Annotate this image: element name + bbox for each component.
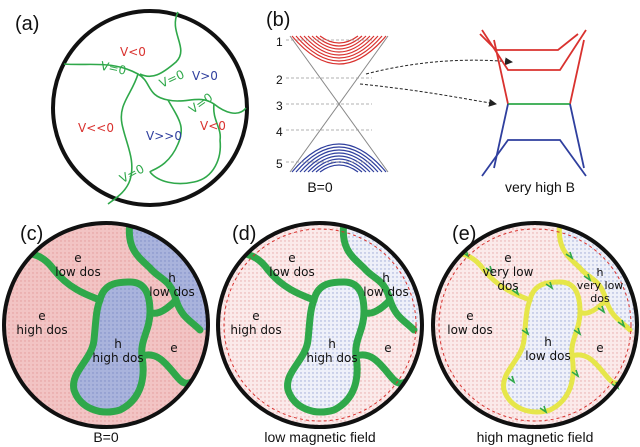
region-type: e [504,251,511,265]
region-dos: high dos [306,351,357,365]
region-dos: low dos [269,265,315,279]
region-dos: low dos [525,349,571,363]
panel-a-circle [51,9,249,207]
region-dos: low dos [363,285,409,299]
level-number: 3 [276,99,283,113]
region-dos: very low [483,265,534,279]
panel-d-circle [216,221,424,429]
region-type: h [168,271,176,285]
region-label: V<0 [200,119,226,133]
caption-b-zero: B=0 [307,179,333,195]
edge-state-ring [438,228,632,422]
edge-state-ring [223,228,417,422]
region-type: h [328,337,336,351]
panel-d-label: (d) [232,223,256,245]
region-label: V>0 [192,69,218,83]
region-dos: high dos [230,323,281,337]
level-number: 4 [276,125,283,139]
panel-c: (c) e low dos h low dos e high dos h hig… [2,221,210,445]
region-type: e [252,309,259,323]
region-dos: dos [497,279,518,293]
panel-b: (b) [266,9,587,195]
landau-levels [479,29,587,177]
region-type: e [288,251,295,265]
region-type: e [170,341,177,355]
region-type: e [596,341,603,355]
panel-e-circle [431,221,639,429]
panel-e: (e) e very low dos h very low d [431,221,639,445]
region-type: e [74,251,81,265]
conduction-levels [291,35,387,65]
edge-arrows [461,249,626,414]
region-dos: low dos [149,285,195,299]
level-number: 1 [276,35,283,49]
panel-d: (d) e low dos h low dos e high dos h hig… [216,221,424,445]
panel-c-label: (c) [20,223,43,245]
caption-c: B=0 [93,429,119,445]
arrow [365,57,513,75]
region-dos: low dos [55,265,101,279]
caption-d: low magnetic field [264,429,375,445]
level-guides [286,39,372,163]
panel-e-label: (e) [452,223,476,245]
caption-very-high-b: very high B [505,179,575,195]
region-type: e [38,309,45,323]
panel-a-zero-lines [63,11,247,205]
panel-a-label: (a) [15,13,39,35]
region-dos: high dos [92,351,143,365]
region-type: h [382,271,390,285]
level-number: 5 [276,157,283,171]
region-type: h [114,337,122,351]
panel-c-circle [2,221,210,429]
caption-e: high magnetic field [477,429,594,445]
region-dos: high dos [16,323,67,337]
region-type: h [544,335,552,349]
region-type: e [466,309,473,323]
region-type: h [597,266,604,279]
arrow [359,83,497,107]
region-dos: very low [577,279,624,292]
panel-a: (a) V<0 V>0 V<<0 V>>0 V<0 V=0 V=0 V=0 V=… [15,9,249,207]
valence-levels [291,143,387,173]
region-label: V>>0 [146,129,182,143]
zero-line-label: V=0 [99,59,127,78]
region-dos: low dos [447,323,493,337]
region-type: e [384,341,391,355]
level-number: 2 [276,73,283,87]
region-dos: dos [590,292,610,305]
panel-b-label: (b) [266,9,290,31]
region-label: V<<0 [78,121,114,135]
region-label: V<0 [120,45,146,59]
